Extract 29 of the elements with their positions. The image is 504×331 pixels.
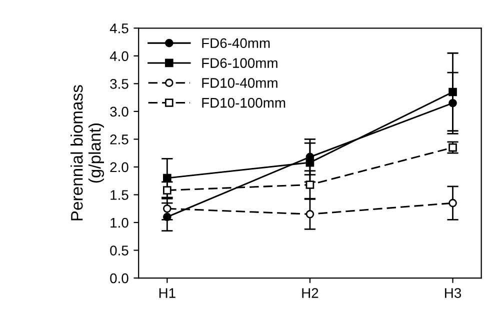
y-tick-label: 4.5 [110, 24, 128, 34]
point [162, 212, 172, 222]
point [306, 158, 314, 167]
legend-label: FD10-100mm [202, 98, 286, 108]
x-tick-label: H3 [445, 288, 462, 298]
y-tick-label: 1.0 [110, 218, 128, 228]
y-tick-label: 1.5 [110, 190, 128, 200]
legend-label: FD10-40mm [202, 78, 278, 88]
point [306, 180, 314, 189]
y-tick-label: 2.0 [110, 162, 128, 172]
point [162, 186, 172, 194]
y-tick-label: 0.5 [110, 246, 128, 256]
y-tick-label: 3.5 [110, 79, 128, 89]
y-tick-label: 0.0 [110, 273, 128, 284]
point [448, 143, 457, 152]
y-axis-title: Perennial biomass (g/plant) [70, 85, 104, 220]
x-tick-label: H1 [159, 288, 176, 298]
point [448, 88, 457, 96]
x-tick-label: H2 [302, 288, 318, 298]
point [306, 210, 314, 218]
y-tick-label: 4.0 [110, 51, 128, 62]
point [162, 204, 172, 213]
y-tick-label: 2.5 [110, 134, 128, 144]
point [448, 198, 457, 208]
point [162, 174, 172, 182]
legend-label: FD6-100mm [202, 58, 278, 68]
point [448, 98, 457, 108]
y-tick-label: 3.0 [110, 106, 128, 117]
legend-label: FD6-40mm [202, 38, 270, 48]
